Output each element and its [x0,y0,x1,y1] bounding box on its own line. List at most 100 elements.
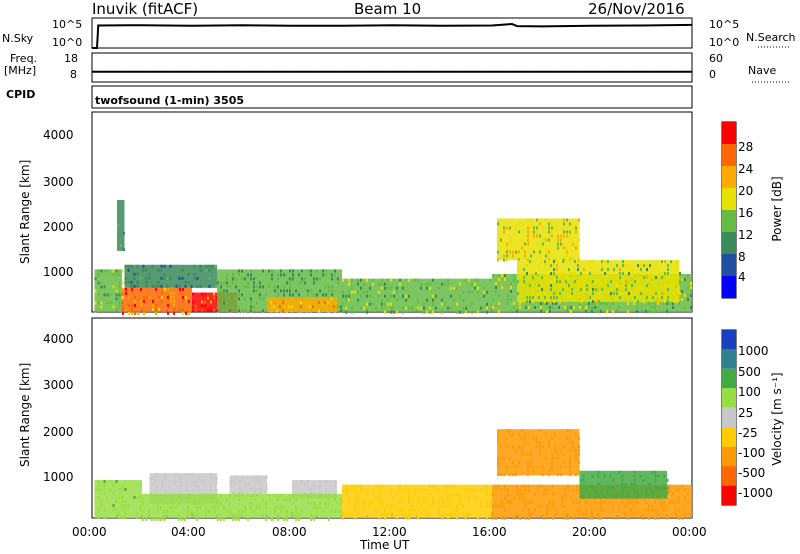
velocity-cell [530,453,532,457]
velocity-cell [675,508,677,512]
velocity-cell [238,487,241,491]
power-cell [664,284,666,288]
power-cell [213,296,215,300]
velocity-cell [292,501,294,505]
velocity-cell [432,496,434,500]
power-cell [122,311,124,315]
power-cell [173,311,175,315]
power-cell [214,284,217,288]
power-cell [322,269,324,273]
power-cell [673,292,675,296]
velocity-cell [447,496,449,500]
power-cell [351,286,353,290]
power-cell [597,310,599,313]
power-cell [504,274,506,277]
velocity-cell [250,505,252,509]
power-cell [118,269,121,273]
velocity-cell [684,512,686,516]
velocity-cell [486,516,488,520]
top-panel-frame [91,17,693,49]
velocity-cell [286,497,288,501]
power-cell [550,280,552,284]
power-cell [527,258,529,262]
power-cell [542,242,544,246]
power-cell [569,222,571,226]
power-cell [655,260,657,264]
power-cell [170,299,172,303]
power-cell [503,226,505,230]
velocity-cell [112,484,115,487]
power-cell [276,309,278,313]
power-cell [565,260,567,264]
power-cell [420,306,422,310]
power-cell [526,300,528,304]
power-cell [340,305,342,309]
velocity-cell [560,465,562,469]
power-cell [506,246,508,250]
velocity-cell [527,473,529,477]
power-cell [622,280,624,284]
velocity-cell [513,516,515,520]
power-cell [548,258,550,262]
power-cell [125,287,127,291]
velocity-cell [148,513,150,517]
power-cell [441,310,443,314]
power-cell [384,286,386,290]
power-cell [498,294,500,297]
power-cell [524,254,526,258]
velocity-cell [480,500,482,504]
velocity-cell [381,500,383,504]
velocity-cell [690,512,692,516]
velocity-cell [539,453,541,457]
velocity-cell [360,484,362,488]
velocity-cell [205,497,207,501]
power-cell [366,290,368,294]
power-cell [538,284,540,288]
velocity-cell [572,445,574,449]
power-cell [648,310,650,313]
velocity-cell [241,509,243,513]
power-cell [575,230,577,234]
velocity-cell [310,492,312,495]
velocity-cell [319,484,321,487]
velocity-cell [179,485,182,489]
power-cell [134,303,136,307]
power-cell [526,264,528,268]
velocity-cell [657,508,659,512]
power-cell [578,238,580,242]
power-cell [565,276,567,280]
velocity-cell [648,516,650,520]
velocity-cell [551,453,553,457]
velocity-cell [157,501,159,505]
power-cell [690,294,692,297]
velocity-cell [256,475,259,479]
power-cell [532,300,534,304]
velocity-cell [594,490,597,494]
velocity-cell [642,516,644,520]
power-cb-tick-0: 28 [738,140,754,154]
velocity-cell [112,504,115,507]
power-cell [106,293,109,297]
velocity-cell [600,500,602,504]
power-colorbar-cell [722,166,736,188]
velocity-cell [675,488,677,492]
power-cell [354,290,356,294]
velocity-cell [136,496,139,499]
power-cell [118,301,121,305]
velocity-cell [298,493,300,497]
power-cell [247,281,249,285]
velocity-cell [351,484,353,488]
velocity-cell [152,477,155,481]
velocity-cell [678,488,680,492]
power-cell [226,297,228,301]
power-cell [256,285,258,289]
velocity-cell [540,484,542,488]
power-cell [670,260,672,264]
power-cell [486,310,488,314]
power-cell [527,226,529,230]
power-cell [553,276,555,280]
power-cell [663,310,665,313]
velocity-cell [603,508,605,512]
power-cell [393,310,395,314]
power-cell [556,264,558,268]
